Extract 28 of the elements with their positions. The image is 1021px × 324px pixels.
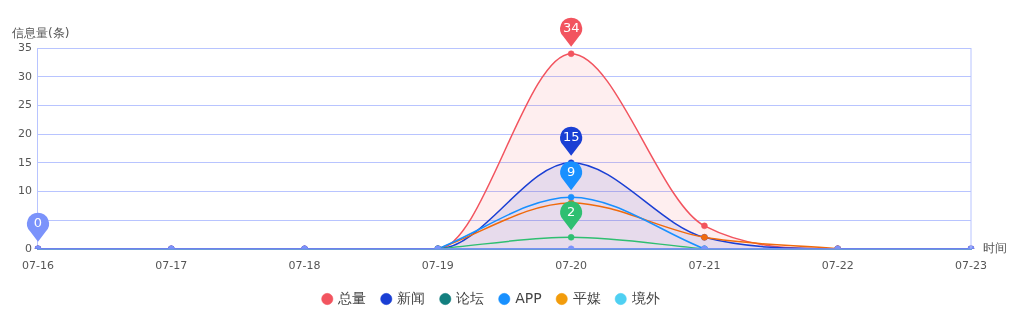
y-tick-label: 25 [18,98,32,112]
annotation: 2 [567,203,576,219]
x-tick-label: 07-20 [555,259,588,273]
y-tick-label: 30 [18,69,32,83]
y-tick-label: 10 [18,184,32,198]
annotation: 34 [562,20,580,36]
legend-label: 平媒 [572,289,601,306]
y-tick-label: 0 [25,241,32,255]
y-tick-label: 20 [18,126,32,140]
legend-label: 论坛 [456,289,485,306]
x-axis-title: 时间 [983,240,1007,255]
annotation: 9 [567,163,576,179]
x-tick-label: 07-22 [821,259,854,273]
legend-label: 总量 [337,289,367,306]
x-tick-label: 07-19 [421,259,454,273]
x-tick-label: 07-23 [955,259,987,273]
x-tick-label: 07-17 [155,259,188,273]
legend-label: APP [515,289,542,306]
x-tick-label: 07-18 [288,259,321,273]
legend-label: 境外 [630,289,660,306]
x-tick-label: 07-16 [22,259,54,273]
y-tick-label: 35 [18,40,32,54]
x-tick-label: 07-21 [688,259,721,273]
y-tick-label: 15 [18,155,32,169]
y-axis-title: 信息量(条) [12,26,70,41]
legend-label: 新闻 [397,289,426,306]
annotation: 0 [33,215,43,231]
annotation: 15 [562,129,580,145]
